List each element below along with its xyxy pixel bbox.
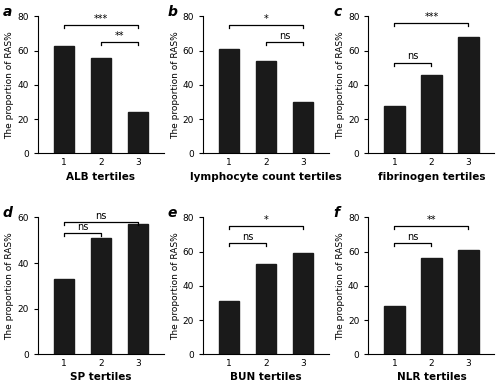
Bar [90, 238, 111, 354]
X-axis label: SP tertiles: SP tertiles [70, 372, 132, 383]
Bar [54, 279, 74, 354]
Bar [128, 224, 148, 354]
Bar [384, 307, 404, 354]
Bar [293, 253, 314, 354]
Y-axis label: The proportion of RAS%: The proportion of RAS% [171, 232, 180, 340]
X-axis label: fibrinogen tertiles: fibrinogen tertiles [378, 171, 485, 182]
Text: c: c [333, 5, 342, 19]
Bar [421, 258, 442, 354]
Bar [128, 113, 148, 154]
Text: a: a [2, 5, 12, 19]
Text: ns: ns [95, 211, 106, 220]
Bar [458, 37, 478, 154]
Text: e: e [168, 206, 177, 220]
Bar [458, 250, 478, 354]
X-axis label: BUN tertiles: BUN tertiles [230, 372, 302, 383]
Bar [90, 57, 111, 154]
Text: ***: *** [94, 14, 108, 24]
Text: **: ** [114, 31, 124, 41]
Bar [219, 49, 240, 154]
Text: b: b [168, 5, 177, 19]
X-axis label: ALB tertiles: ALB tertiles [66, 171, 136, 182]
X-axis label: NLR tertiles: NLR tertiles [396, 372, 466, 383]
Text: ns: ns [279, 31, 290, 41]
Y-axis label: The proportion of RAS%: The proportion of RAS% [336, 31, 345, 139]
Bar [219, 301, 240, 354]
Y-axis label: The proportion of RAS%: The proportion of RAS% [6, 31, 15, 139]
Bar [421, 74, 442, 154]
Text: f: f [333, 206, 339, 220]
Text: *: * [264, 215, 268, 225]
Y-axis label: The proportion of RAS%: The proportion of RAS% [171, 31, 180, 139]
Text: d: d [2, 206, 12, 220]
Text: ***: *** [424, 12, 438, 22]
X-axis label: lymphocyte count tertiles: lymphocyte count tertiles [190, 171, 342, 182]
Y-axis label: The proportion of RAS%: The proportion of RAS% [6, 232, 15, 340]
Text: ns: ns [76, 222, 88, 232]
Bar [256, 61, 276, 154]
Y-axis label: The proportion of RAS%: The proportion of RAS% [336, 232, 345, 340]
Text: **: ** [426, 215, 436, 225]
Bar [384, 106, 404, 154]
Text: ns: ns [242, 232, 254, 242]
Text: ns: ns [407, 51, 418, 61]
Bar [293, 102, 314, 154]
Bar [256, 263, 276, 354]
Bar [54, 45, 74, 154]
Text: *: * [264, 14, 268, 24]
Text: ns: ns [407, 232, 418, 242]
